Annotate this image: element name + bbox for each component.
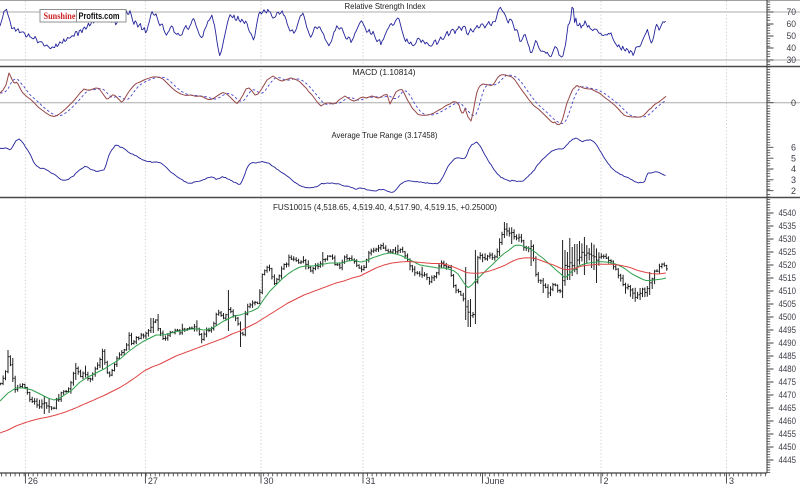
svg-text:Profits.com: Profits.com: [79, 11, 120, 22]
svg-text:4: 4: [791, 164, 796, 174]
svg-text:4530: 4530: [779, 234, 797, 244]
svg-text:4450: 4450: [779, 442, 797, 452]
svg-text:4455: 4455: [779, 429, 797, 439]
svg-text:50: 50: [787, 31, 797, 41]
svg-text:30: 30: [264, 476, 274, 486]
svg-text:4500: 4500: [779, 312, 797, 322]
svg-text:0: 0: [791, 98, 796, 108]
svg-text:3: 3: [791, 175, 796, 185]
svg-text:40: 40: [787, 43, 797, 53]
svg-text:June: June: [485, 476, 505, 486]
svg-text:4535: 4535: [779, 221, 797, 231]
svg-text:2: 2: [791, 186, 796, 196]
svg-text:4490: 4490: [779, 338, 797, 348]
svg-text:5: 5: [791, 153, 796, 163]
svg-text:2: 2: [604, 476, 609, 486]
svg-text:4445: 4445: [779, 455, 797, 465]
svg-text:4515: 4515: [779, 273, 797, 283]
svg-text:70: 70: [787, 7, 797, 17]
svg-text:4475: 4475: [779, 377, 797, 387]
svg-text:31: 31: [366, 476, 376, 486]
svg-text:4505: 4505: [779, 299, 797, 309]
svg-text:4480: 4480: [779, 364, 797, 374]
svg-text:26: 26: [28, 476, 38, 486]
svg-text:4510: 4510: [779, 286, 797, 296]
svg-text:MACD (1.10814): MACD (1.10814): [353, 67, 416, 77]
svg-text:4495: 4495: [779, 325, 797, 335]
svg-text:FUS10015 (4,518.65, 4,519.40,: FUS10015 (4,518.65, 4,519.40, 4,517.90, …: [273, 202, 497, 212]
svg-text:4485: 4485: [779, 351, 797, 361]
svg-text:Average True Range (3.17458): Average True Range (3.17458): [332, 130, 438, 140]
svg-text:4465: 4465: [779, 403, 797, 413]
svg-text:27: 27: [148, 476, 158, 486]
svg-text:4460: 4460: [779, 416, 797, 426]
svg-text:4470: 4470: [779, 390, 797, 400]
svg-text:3: 3: [729, 476, 734, 486]
svg-text:4520: 4520: [779, 260, 797, 270]
svg-text:6: 6: [791, 143, 796, 153]
svg-text:30: 30: [787, 55, 797, 65]
svg-text:4540: 4540: [779, 208, 797, 218]
svg-text:60: 60: [787, 19, 797, 29]
svg-text:Relative Strength Index: Relative Strength Index: [345, 1, 427, 11]
svg-text:4525: 4525: [779, 247, 797, 257]
svg-text:Sunshine: Sunshine: [44, 12, 76, 22]
